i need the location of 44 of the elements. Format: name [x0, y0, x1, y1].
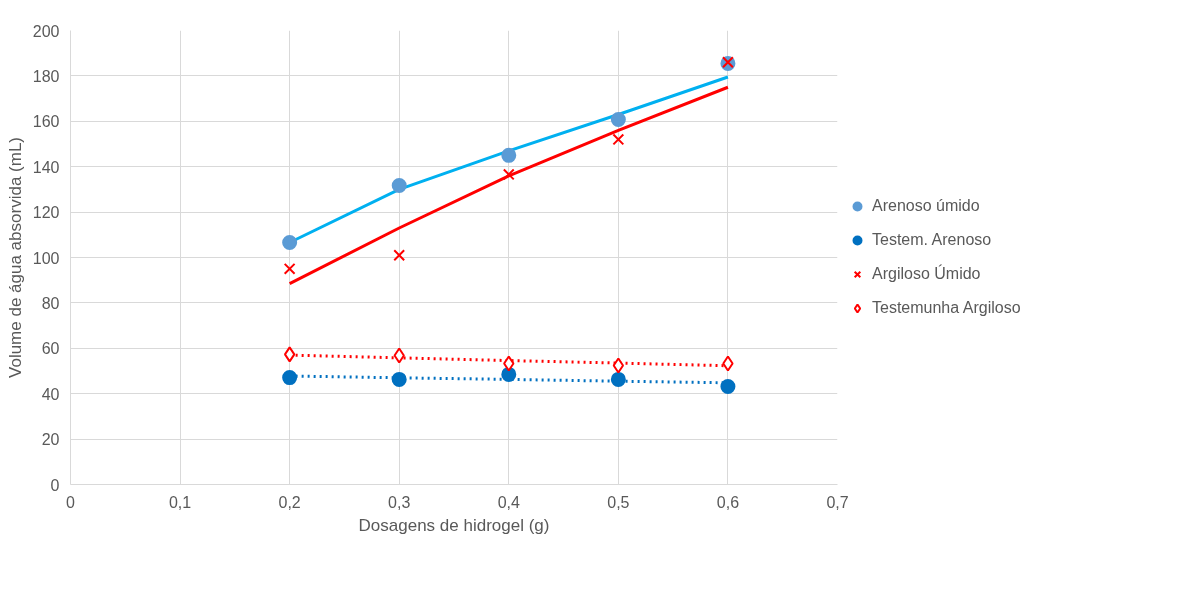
point	[501, 366, 517, 382]
legend-label: Arenoso úmido	[872, 197, 980, 215]
point	[282, 370, 298, 386]
x-tick-label: 0,2	[278, 493, 301, 511]
y-tick-label: 60	[41, 340, 60, 358]
legend-label: Testemunha Argiloso	[872, 299, 1021, 317]
point	[612, 357, 625, 374]
y-tick-label: 160	[32, 113, 60, 131]
point	[610, 371, 626, 387]
point	[722, 355, 734, 372]
y-tick-label: 200	[32, 22, 60, 40]
point	[282, 235, 298, 251]
x-axis-title: Dosagens de hidrogel (g)	[358, 515, 550, 535]
legend-label: Argiloso Úmido	[872, 265, 981, 283]
point	[610, 112, 626, 127]
x-tick-label: 0,6	[716, 493, 740, 511]
point	[502, 168, 515, 181]
x-tick-label: 0,7	[826, 493, 849, 511]
y-tick-label: 140	[32, 158, 60, 176]
y-tick-label: 80	[41, 294, 60, 312]
point	[393, 347, 405, 364]
point	[503, 355, 515, 372]
point	[720, 378, 736, 394]
x-tick-label: 0	[66, 493, 76, 511]
legend-label: Testem. Arenoso	[872, 231, 992, 249]
point	[501, 147, 517, 163]
point	[393, 249, 406, 262]
point	[612, 133, 625, 146]
y-tick-label: 100	[32, 249, 60, 267]
point	[391, 178, 407, 194]
x-tick-label: 0,3	[388, 493, 411, 511]
y-tick-label: 20	[41, 431, 60, 449]
y-axis-title: Volume de água absorvida (mL)	[5, 137, 25, 378]
x-tick-label: 0,4	[497, 493, 521, 511]
y-tick-label: 120	[32, 204, 60, 222]
point	[283, 262, 296, 275]
y-tick-label: 180	[32, 67, 60, 85]
y-tick-label: 0	[50, 476, 60, 494]
x-tick-label: 0,5	[607, 493, 630, 511]
point	[391, 371, 407, 387]
line-series	[288, 85, 730, 286]
y-tick-label: 40	[41, 385, 60, 403]
point	[283, 346, 296, 363]
x-tick-label: 0,1	[168, 493, 192, 511]
